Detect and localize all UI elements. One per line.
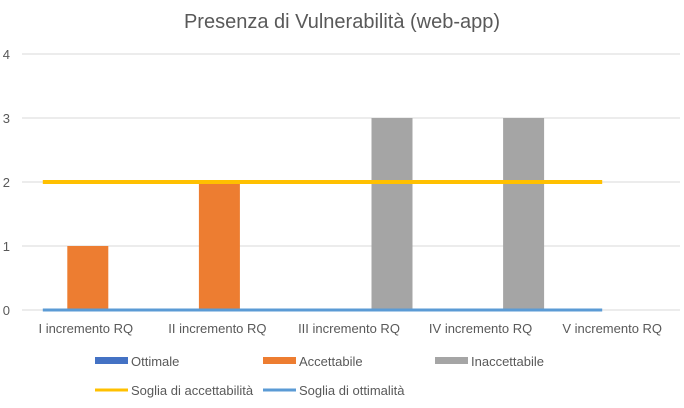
legend-label: Inaccettabile [471, 354, 544, 369]
x-tick-label: II incremento RQ [168, 321, 266, 336]
y-axis-ticks: 0 1 2 3 4 [3, 47, 10, 318]
bar-inaccettabile [371, 118, 413, 310]
x-tick-label: I incremento RQ [38, 321, 133, 336]
y-tick-label: 4 [3, 47, 10, 62]
x-tick-label: IV incremento RQ [429, 321, 532, 336]
bars [67, 118, 545, 310]
y-tick-label: 0 [3, 303, 10, 318]
legend: Ottimale Accettabile Inaccettabile Soglia d… [95, 354, 544, 398]
legend-label: Soglia di ottimalità [299, 383, 405, 398]
x-axis-ticks: I incremento RQ II incremento RQ III incre… [38, 321, 662, 336]
y-tick-label: 1 [3, 239, 10, 254]
bar-accettabile [198, 182, 240, 310]
y-tick-label: 3 [3, 111, 10, 126]
legend-swatch [263, 357, 296, 364]
chart-title: Presenza di Vulnerabilità (web-app) [184, 11, 500, 33]
bar-accettabile [67, 246, 109, 310]
legend-swatch [95, 357, 128, 364]
y-tick-label: 2 [3, 175, 10, 190]
bar-inaccettabile [503, 118, 545, 310]
threshold-lines [42, 180, 603, 312]
legend-swatch [435, 357, 468, 364]
legend-label: Accettabile [299, 354, 363, 369]
x-tick-label: III incremento RQ [298, 321, 400, 336]
legend-label: Soglia di accettabilità [131, 383, 254, 398]
x-tick-label: V incremento RQ [562, 321, 662, 336]
legend-label: Ottimale [131, 354, 179, 369]
